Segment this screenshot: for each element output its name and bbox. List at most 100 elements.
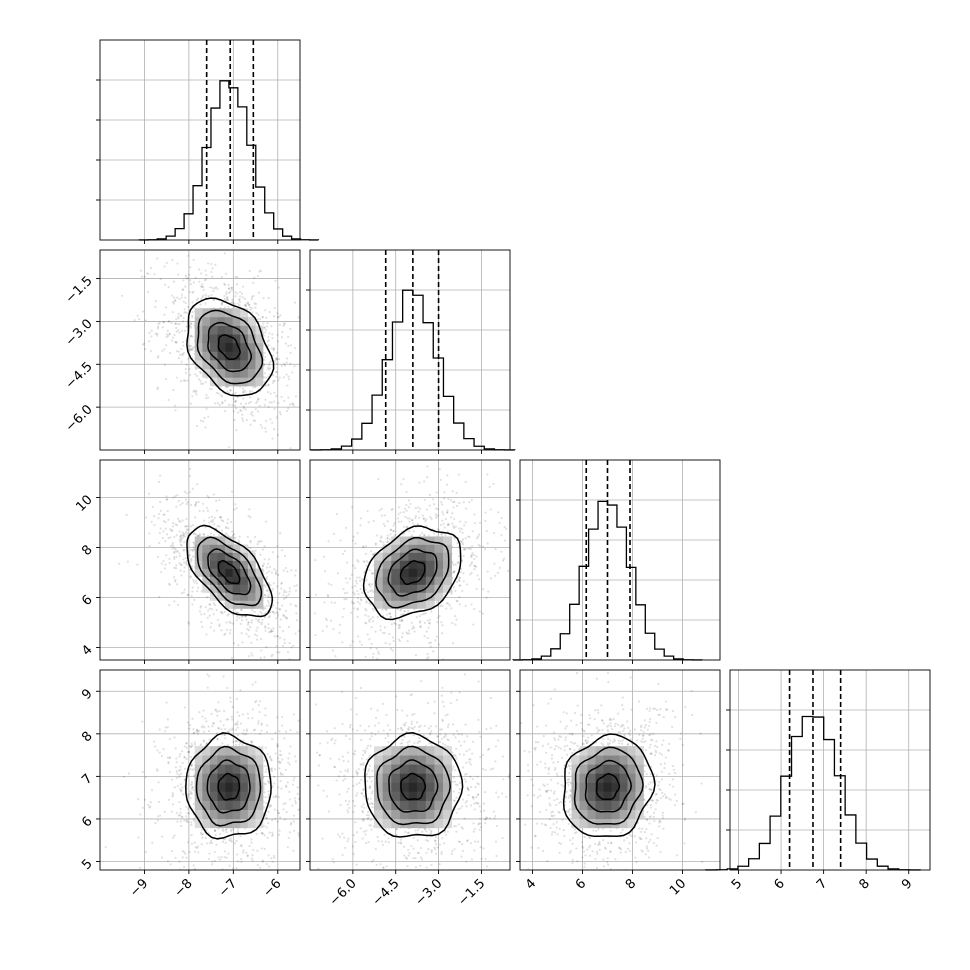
sample-point bbox=[282, 907, 284, 909]
sample-point bbox=[191, 603, 194, 606]
sample-point bbox=[257, 618, 260, 621]
sample-point bbox=[275, 645, 278, 648]
sample-point bbox=[239, 409, 242, 412]
sample-point bbox=[458, 596, 461, 599]
sample-point bbox=[244, 304, 247, 307]
sample-point bbox=[234, 740, 237, 743]
sample-point bbox=[276, 809, 279, 812]
sample-point bbox=[289, 822, 293, 825]
sample-point bbox=[275, 351, 279, 354]
sample-point bbox=[232, 622, 235, 625]
density-cell bbox=[408, 536, 418, 545]
sample-point bbox=[350, 600, 354, 603]
sample-point bbox=[279, 413, 282, 416]
sample-point bbox=[178, 800, 181, 804]
sample-point bbox=[165, 533, 169, 536]
density-cell bbox=[240, 791, 249, 801]
sample-point bbox=[407, 609, 410, 612]
sample-point bbox=[166, 329, 169, 332]
sample-point bbox=[166, 509, 169, 513]
sample-point bbox=[420, 858, 424, 861]
sample-point bbox=[350, 506, 354, 509]
sample-point bbox=[149, 805, 152, 808]
sample-point bbox=[264, 520, 268, 523]
sample-point bbox=[473, 828, 476, 831]
sample-point bbox=[234, 728, 237, 731]
sample-point bbox=[200, 828, 203, 832]
density-cell bbox=[225, 584, 233, 593]
sample-point bbox=[255, 699, 258, 703]
sample-point bbox=[171, 311, 175, 314]
panel-content bbox=[104, 673, 300, 909]
sample-point bbox=[179, 535, 182, 538]
sample-point bbox=[229, 696, 232, 699]
sample-point bbox=[332, 532, 336, 535]
sample-point bbox=[270, 571, 274, 574]
sample-point bbox=[185, 815, 188, 818]
sample-point bbox=[419, 625, 422, 628]
sample-point bbox=[446, 511, 449, 514]
sample-point bbox=[171, 547, 174, 550]
sample-point bbox=[262, 322, 265, 325]
sample-point bbox=[366, 772, 369, 775]
density-cell bbox=[382, 584, 392, 593]
sample-point bbox=[268, 364, 271, 367]
density-cell bbox=[209, 334, 218, 344]
sample-point bbox=[277, 573, 280, 577]
axes-frame bbox=[309, 459, 511, 661]
sample-point bbox=[138, 318, 141, 321]
sample-point bbox=[303, 353, 305, 355]
sample-point bbox=[227, 299, 230, 302]
sample-point bbox=[343, 592, 347, 595]
sample-point bbox=[207, 294, 210, 298]
sample-point bbox=[418, 615, 421, 618]
density-cell bbox=[232, 800, 241, 811]
sample-point bbox=[168, 604, 171, 607]
sample-point bbox=[276, 312, 279, 315]
density-cell bbox=[247, 334, 256, 344]
sample-point bbox=[213, 629, 216, 632]
sample-point bbox=[267, 790, 270, 793]
sample-point bbox=[457, 473, 460, 476]
sample-point bbox=[158, 728, 161, 731]
sample-point bbox=[350, 573, 353, 576]
sample-point bbox=[452, 563, 455, 566]
sample-point bbox=[264, 611, 267, 614]
sample-point bbox=[215, 732, 218, 735]
sample-point bbox=[192, 546, 196, 549]
sample-point bbox=[267, 405, 270, 409]
sample-point bbox=[213, 523, 216, 526]
sample-point bbox=[351, 539, 355, 542]
sample-point bbox=[464, 537, 467, 540]
density-cell bbox=[247, 576, 256, 585]
sample-point bbox=[193, 850, 197, 853]
sample-point bbox=[273, 407, 276, 411]
sample-point bbox=[280, 336, 284, 339]
sample-point bbox=[235, 507, 238, 510]
sample-point bbox=[278, 761, 281, 764]
sample-point bbox=[141, 771, 144, 774]
sample-point bbox=[471, 530, 474, 533]
density-cell bbox=[209, 773, 218, 783]
density-cell bbox=[240, 568, 249, 577]
sample-point bbox=[386, 537, 389, 540]
sample-point bbox=[168, 737, 171, 741]
y-tick-label: −3.0 bbox=[63, 316, 96, 349]
sample-point bbox=[230, 718, 234, 721]
sample-point bbox=[244, 390, 247, 393]
density-cell bbox=[374, 600, 383, 609]
sample-point bbox=[265, 646, 268, 649]
sample-point bbox=[189, 334, 193, 337]
sample-point bbox=[427, 534, 430, 537]
sample-point bbox=[167, 798, 171, 801]
sample-point bbox=[250, 641, 253, 644]
sample-point bbox=[196, 730, 199, 734]
sample-point bbox=[264, 814, 267, 817]
sample-point bbox=[264, 309, 267, 312]
sample-point bbox=[257, 720, 260, 723]
sample-point bbox=[389, 647, 393, 651]
sample-point bbox=[266, 322, 269, 325]
sample-point bbox=[422, 517, 425, 521]
sample-point bbox=[274, 817, 277, 820]
sample-point bbox=[261, 621, 264, 624]
